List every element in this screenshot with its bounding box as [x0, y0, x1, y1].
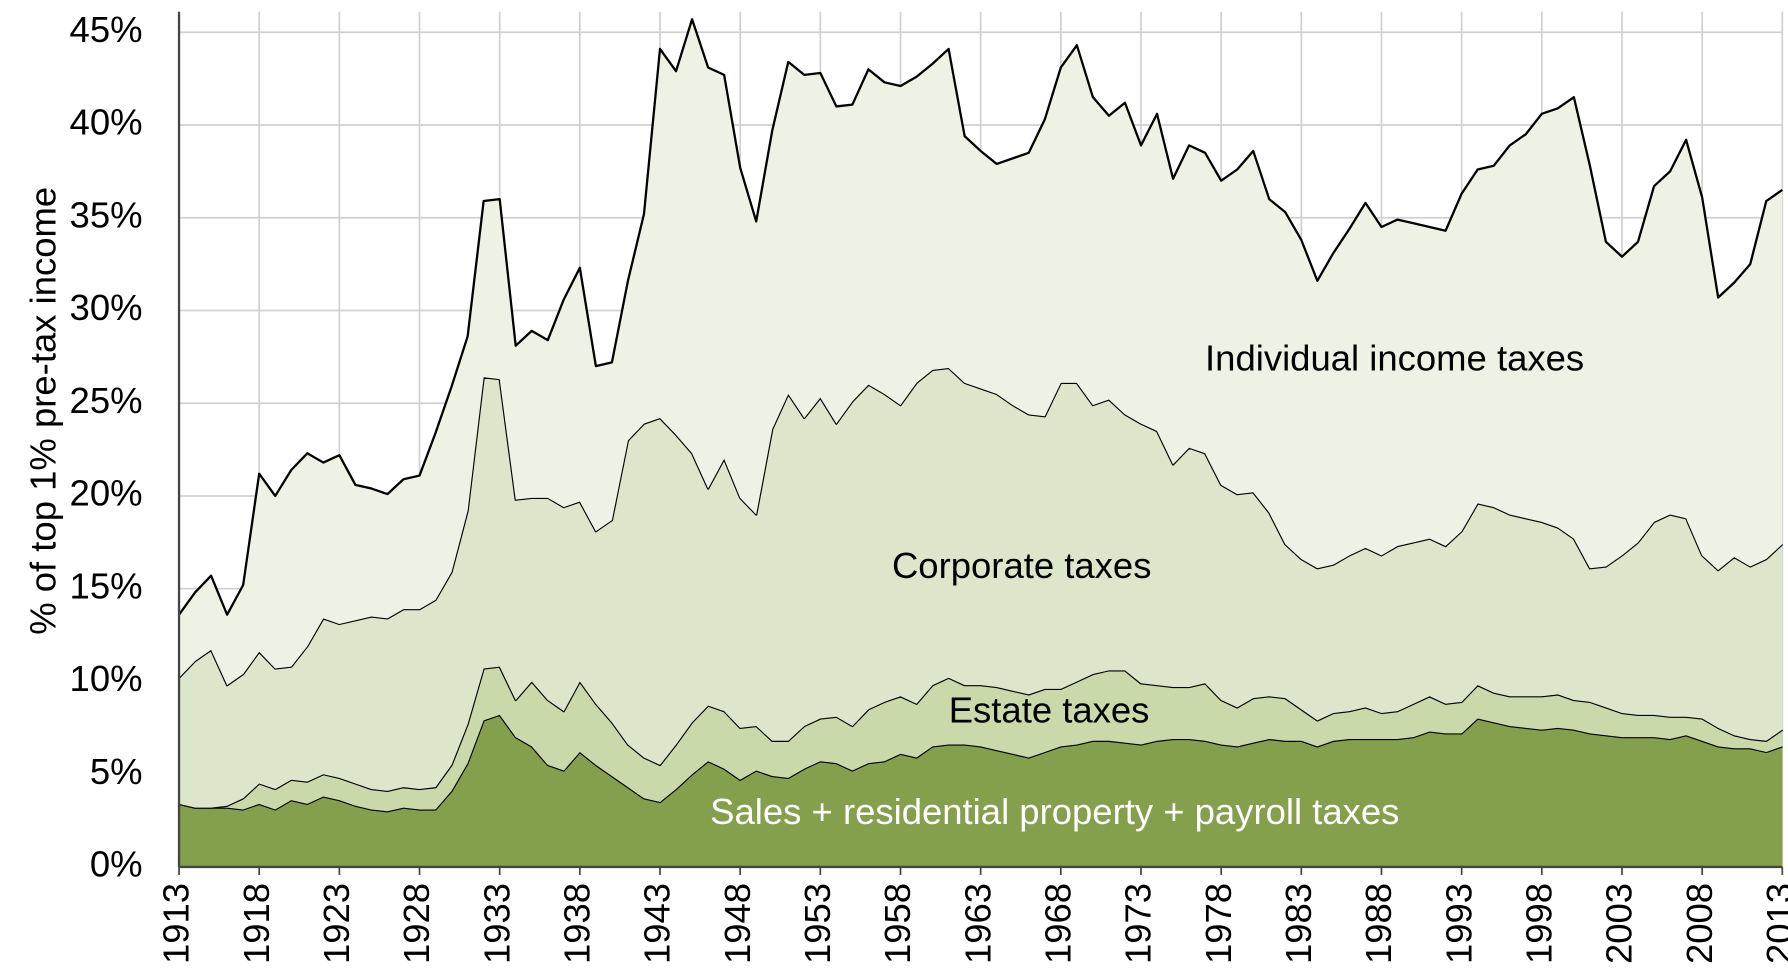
x-tick-label: 1983	[1278, 883, 1319, 964]
y-tick-label: 10%	[70, 658, 143, 699]
series-label: Estate taxes	[949, 690, 1150, 731]
area-line	[178, 18, 1783, 616]
x-tick-label: 2008	[1679, 883, 1720, 964]
y-axis-title: % of top 1% pre-tax income	[22, 187, 63, 635]
series-label: Individual income taxes	[1205, 337, 1584, 378]
y-tick-label: 40%	[70, 102, 143, 143]
y-tick-label: 20%	[70, 473, 143, 514]
x-tick-label: 1968	[1037, 883, 1078, 964]
y-tick-label: 45%	[70, 9, 143, 50]
y-tick-label: 15%	[70, 565, 143, 606]
x-tick-label: 1943	[637, 883, 678, 964]
areas	[178, 18, 1784, 867]
x-tick-label: 1913	[156, 883, 197, 964]
area-fill	[179, 19, 1783, 686]
x-tick-label: 1948	[717, 883, 758, 964]
x-tick-label: 1963	[957, 883, 998, 964]
x-tick-label: 1988	[1358, 883, 1399, 964]
x-tick-label: 1933	[476, 883, 517, 964]
y-tick-label: 0%	[90, 844, 143, 885]
x-tick-label: 1923	[316, 883, 357, 964]
x-tick-label: 1978	[1198, 883, 1239, 964]
series-label: Corporate taxes	[892, 545, 1151, 586]
axes: 0% 5% 10% 15% 20% 25% 30% 35% 40% 45% 1913 1918 1923…	[70, 9, 1788, 964]
x-tick-label: 1958	[877, 883, 918, 964]
y-tick-label: 5%	[90, 751, 143, 792]
x-tick-label: 1998	[1518, 883, 1559, 964]
x-tick-label: 2013	[1759, 883, 1788, 964]
x-tick-label: 2003	[1599, 883, 1640, 964]
x-tick-label: 1953	[797, 883, 838, 964]
y-tick-label: 25%	[70, 380, 143, 421]
y-tick-label: 30%	[70, 287, 143, 328]
x-tick-label: 1973	[1118, 883, 1159, 964]
series-label: Sales + residential property + payroll t…	[710, 791, 1399, 832]
x-tick-label: 1918	[236, 883, 277, 964]
area-fill	[179, 367, 1783, 808]
x-tick-label: 1938	[556, 883, 597, 964]
x-tick-label: 1928	[396, 883, 437, 964]
area-fill	[179, 666, 1783, 812]
x-tick-label: 1993	[1438, 883, 1479, 964]
y-tick-label: 35%	[70, 194, 143, 235]
